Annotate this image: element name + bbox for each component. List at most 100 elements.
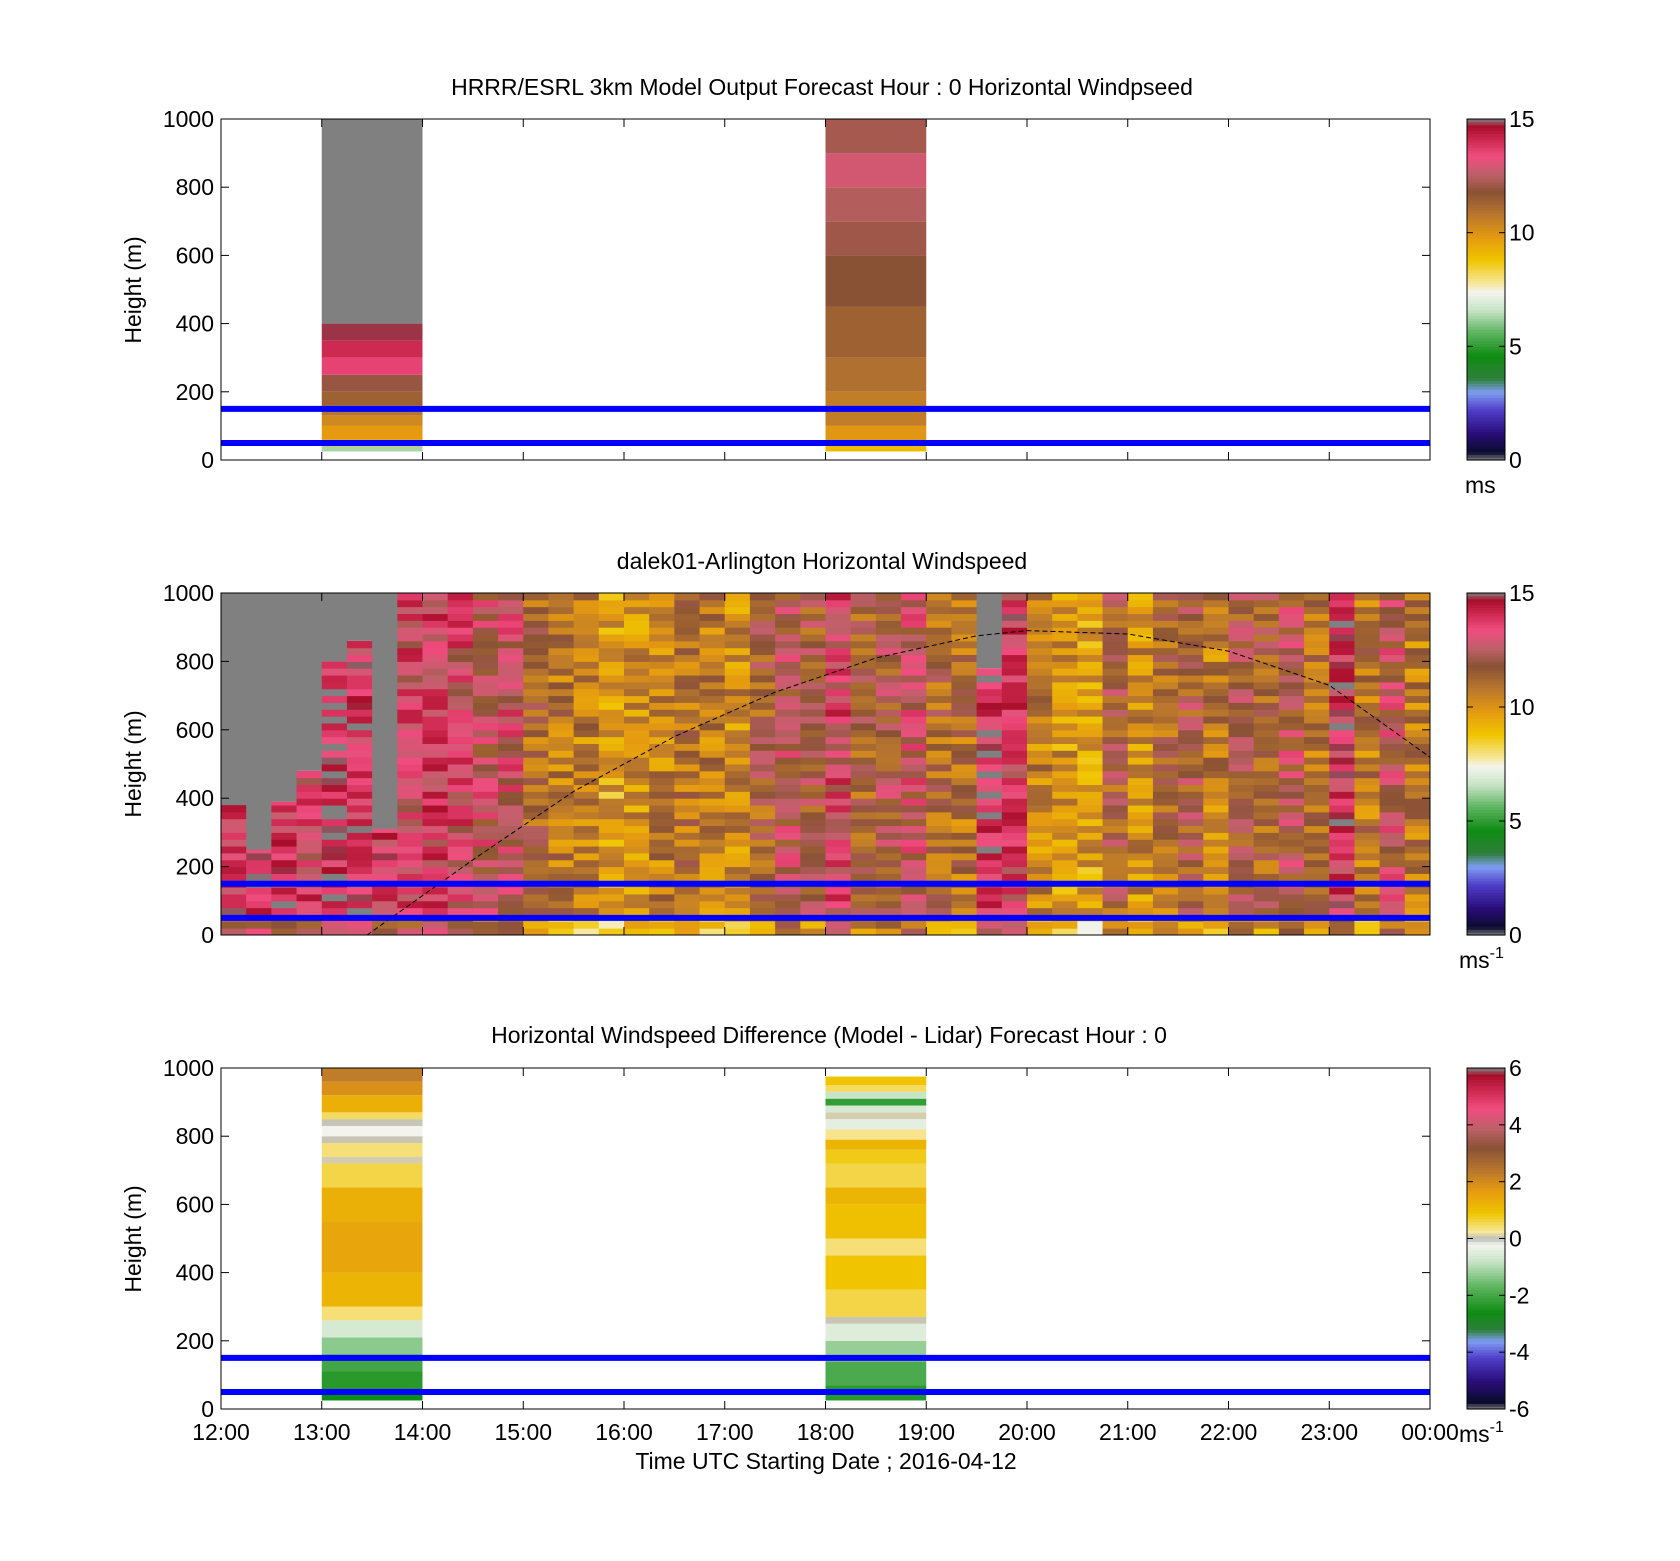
- heatmap-cell: [346, 907, 373, 915]
- colorbar-segment: [1467, 425, 1505, 430]
- heatmap-cell: [296, 873, 323, 881]
- heatmap-cell: [397, 777, 423, 786]
- heatmap-cell: [976, 784, 1003, 792]
- heatmap-cell: [1102, 647, 1129, 656]
- heatmap-cell: [573, 764, 600, 772]
- heatmap-cell: [296, 818, 323, 827]
- colorbar-segment: [1467, 431, 1505, 436]
- heatmap-cell: [724, 900, 751, 909]
- heatmap-cell: [1102, 764, 1129, 772]
- heatmap-cell: [346, 873, 373, 881]
- heatmap-cell: [1027, 846, 1053, 854]
- heatmap-cell: [598, 873, 625, 881]
- colorbar-segment: [1467, 329, 1505, 333]
- heatmap-cell: [1354, 647, 1381, 656]
- heatmap-cell: [573, 681, 600, 690]
- heatmap-cell: [1379, 729, 1406, 738]
- heatmap-cell: [447, 620, 474, 628]
- heatmap-cell: [573, 791, 600, 799]
- colorbar-segment: [1467, 627, 1505, 631]
- heatmap-cell: [749, 716, 776, 724]
- heatmap-cell: [1228, 818, 1255, 827]
- heatmap-cell: [1178, 702, 1204, 710]
- heatmap-cell: [724, 661, 751, 669]
- heatmap-cell: [1253, 852, 1280, 861]
- colorbar-segment: [1467, 650, 1505, 654]
- heatmap-cell: [775, 593, 801, 601]
- heatmap-cell: [1178, 825, 1204, 833]
- heatmap-cell: [951, 784, 978, 792]
- heatmap-cell: [523, 846, 549, 854]
- colorbar-segment: [1467, 1343, 1505, 1348]
- colorbar-segment: [1467, 1139, 1505, 1143]
- heatmap-cell: [498, 907, 524, 915]
- colorbar-tick-label: 5: [1509, 333, 1522, 359]
- heatmap-cell: [548, 846, 575, 854]
- heatmap-cell: [472, 668, 499, 676]
- colorbar-segment: [1467, 207, 1505, 211]
- heatmap-cell: [724, 654, 751, 662]
- heatmap-cell: [1001, 798, 1028, 806]
- heatmap-cell: [573, 757, 600, 765]
- heatmap-cell-missing: [372, 593, 398, 829]
- heatmap-cell: [1077, 818, 1104, 827]
- heatmap-cell: [447, 743, 474, 751]
- heatmap-cell: [976, 928, 1003, 936]
- heatmap-cell: [1001, 784, 1028, 792]
- heatmap-cell: [1178, 811, 1204, 820]
- heatmap-cell: [246, 849, 272, 854]
- colorbar-segment: [1467, 261, 1505, 265]
- heatmap-cell: [926, 798, 952, 806]
- heatmap-cell: [1001, 688, 1028, 697]
- heatmap-cell: [875, 825, 902, 833]
- y-tick-label: 800: [176, 1123, 214, 1149]
- heatmap-cell: [472, 729, 499, 738]
- heatmap-cell: [1379, 750, 1406, 758]
- heatmap-cell: [800, 661, 826, 669]
- heatmap-cell: [1278, 852, 1305, 861]
- heatmap-cell: [850, 647, 877, 656]
- heatmap-cell: [422, 900, 449, 909]
- heatmap-cell: [523, 825, 549, 833]
- heatmap-cell: [1278, 750, 1305, 758]
- heatmap-cell: [1354, 716, 1381, 724]
- heatmap-cell: [397, 866, 423, 874]
- heatmap-cell: [397, 832, 423, 840]
- heatmap-cell: [1127, 695, 1154, 703]
- heatmap-cell: [1052, 627, 1078, 635]
- heatmap-cell: [1304, 675, 1330, 683]
- heatmap-cell: [1278, 668, 1305, 676]
- heatmap-cell: [397, 695, 423, 703]
- heatmap-cell: [901, 852, 927, 861]
- heatmap-cell: [749, 859, 776, 868]
- heatmap-cell: [624, 668, 650, 676]
- heatmap-cell: [598, 770, 625, 779]
- heatmap-cell: [1329, 770, 1355, 779]
- heatmap-cell: [548, 866, 575, 874]
- heatmap-cell: [498, 784, 524, 792]
- heatmap-cell: [573, 893, 600, 902]
- heatmap-cell: [548, 675, 575, 683]
- heatmap-cell: [724, 675, 751, 683]
- colorbar-segment: [1467, 241, 1505, 245]
- heatmap-cell: [1253, 859, 1280, 868]
- heatmap-cell: [850, 736, 877, 744]
- colorbar-segment: [1467, 272, 1505, 276]
- heatmap-cell: [1404, 887, 1431, 895]
- heatmap-cell: [775, 873, 801, 881]
- heatmap-cell: [498, 791, 524, 799]
- heatmap-cell: [422, 798, 449, 806]
- heatmap-cell: [346, 750, 373, 758]
- heatmap-cell: [926, 750, 952, 758]
- heatmap-cell: [825, 620, 852, 628]
- heatmap-cell: [1052, 668, 1078, 676]
- colorbar-segment: [1467, 1170, 1505, 1174]
- heatmap-cell: [674, 709, 701, 717]
- colorbar-segment: [1467, 366, 1505, 370]
- heatmap-cell: [271, 839, 298, 847]
- heatmap-cell: [699, 859, 726, 868]
- heatmap-cell: [825, 1105, 927, 1113]
- heatmap-cell: [624, 805, 650, 813]
- heatmap-cell: [825, 688, 852, 697]
- heatmap-cell: [1304, 921, 1330, 929]
